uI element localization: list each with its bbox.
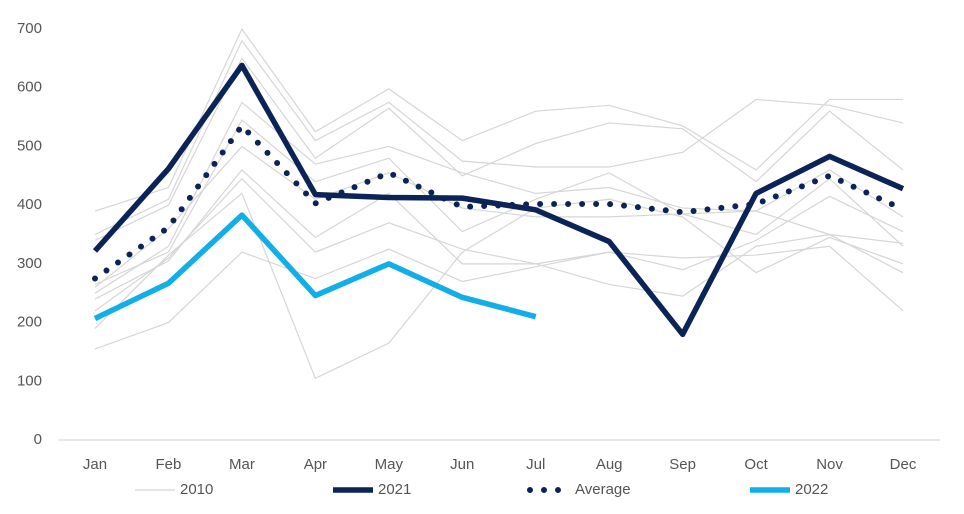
x-tick-label: Dec [890, 456, 917, 473]
series-line [94, 192, 904, 380]
series-line [94, 27, 903, 212]
x-tick-label: Oct [744, 456, 768, 473]
series-line [94, 145, 904, 288]
legend-label: 2022 [795, 481, 828, 498]
x-tick-label: Jan [83, 456, 107, 473]
x-tick-label: Aug [596, 456, 623, 473]
series-line [94, 101, 904, 294]
legend-label: 2021 [378, 481, 411, 498]
y-tick-label: 0 [34, 431, 42, 448]
x-tick-label: May [375, 456, 404, 473]
x-tick-label: Jun [450, 456, 474, 473]
x-tick-label: Apr [304, 456, 327, 473]
x-tick-label: Feb [156, 456, 182, 473]
series-line [94, 177, 904, 312]
x-tick-label: Mar [229, 456, 255, 473]
series-line [93, 212, 537, 321]
series-line [92, 121, 906, 282]
x-tick-label: Jul [526, 456, 545, 473]
y-tick-label: 600 [17, 79, 42, 96]
y-tick-label: 700 [17, 20, 42, 37]
legend-label: 2010 [180, 481, 213, 498]
y-tick-label: 100 [17, 372, 42, 389]
y-tick-label: 300 [17, 255, 42, 272]
x-tick-label: Nov [816, 456, 843, 473]
series-line [94, 245, 904, 350]
series-line [94, 169, 904, 300]
x-tick-label: Sep [669, 456, 696, 473]
y-tick-label: 500 [17, 137, 42, 154]
legend-label: Average [575, 481, 631, 498]
y-tick-label: 200 [17, 314, 42, 331]
series-line [92, 62, 905, 338]
series-line [94, 39, 904, 236]
y-tick-label: 400 [17, 196, 42, 213]
